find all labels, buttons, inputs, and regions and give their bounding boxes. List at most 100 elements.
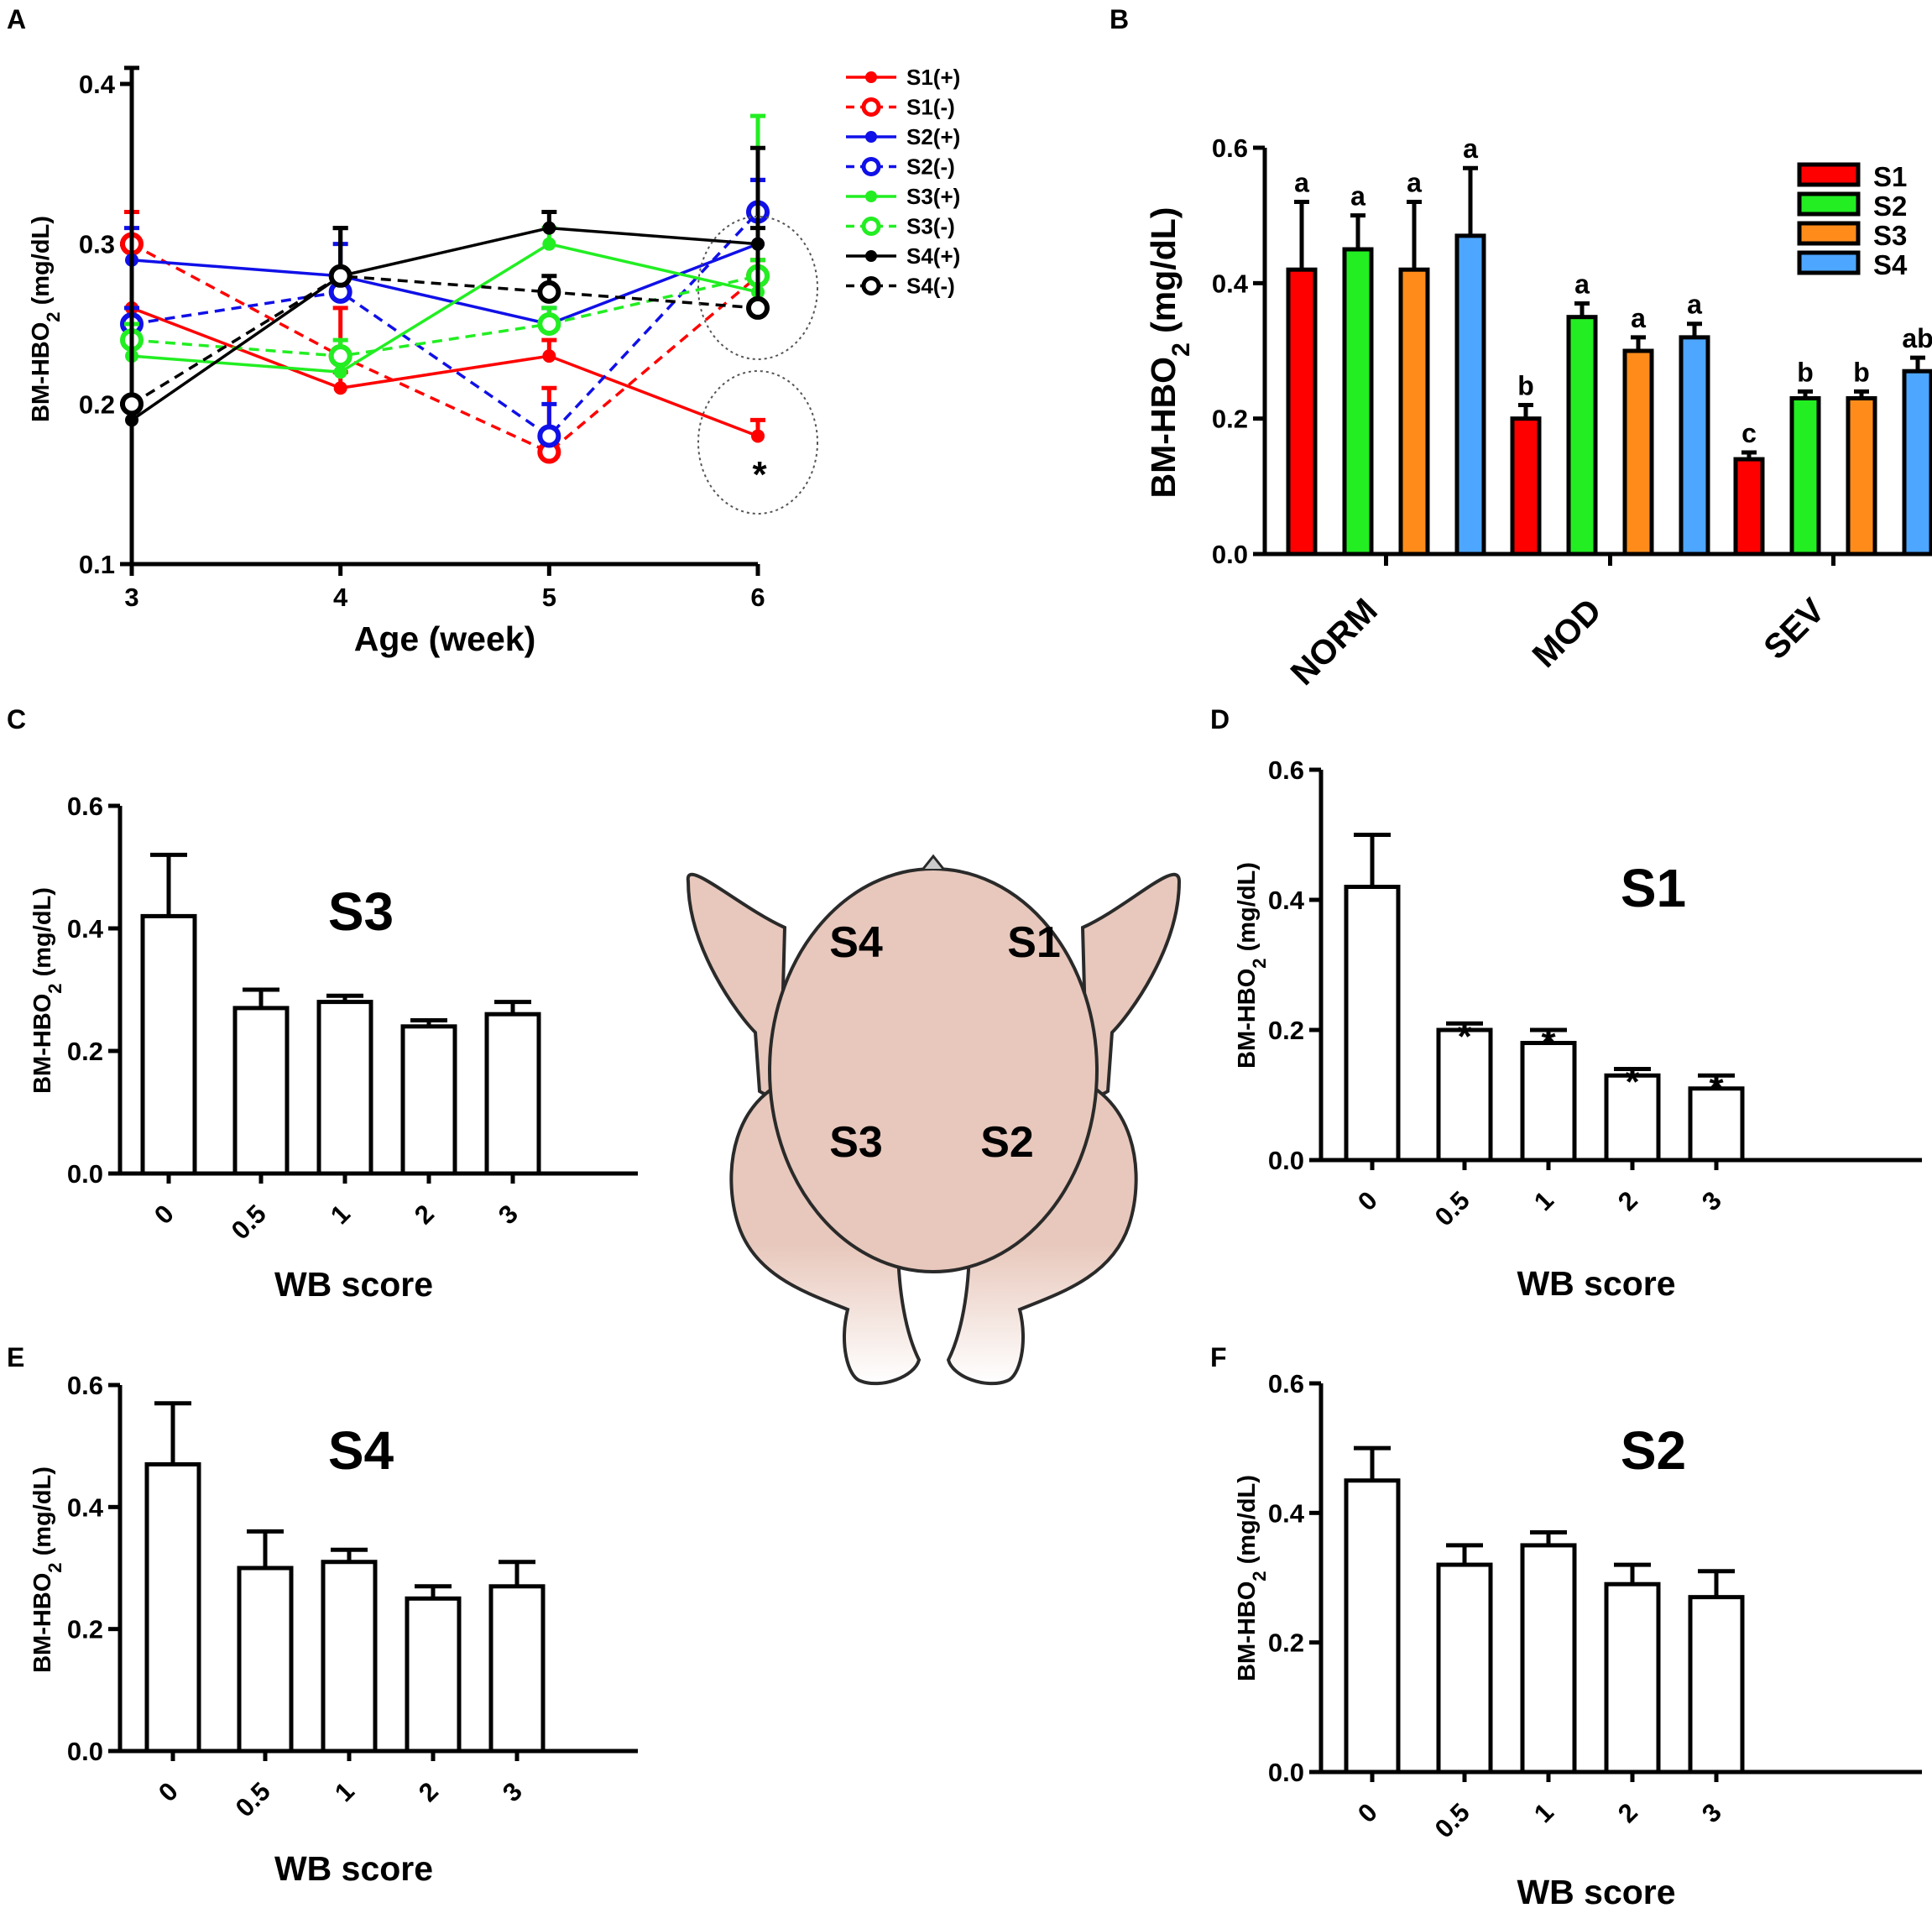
panel-d: D 0.0 0.2 0.4 0.6 BM-HBO2 (mg/dL) WB score S1 0 0… bbox=[1210, 704, 1922, 1303]
y-tick-label: 0.4 bbox=[67, 1492, 104, 1522]
data-point bbox=[751, 429, 765, 443]
legend-swatch bbox=[1797, 162, 1861, 187]
bar-S4-MOD bbox=[1679, 335, 1710, 557]
significance-star: * bbox=[752, 454, 767, 495]
y-axis-title: BM-HBO2 (mg/dL) bbox=[29, 887, 65, 1094]
legend-item: S2(-) bbox=[846, 154, 955, 180]
series-line bbox=[131, 242, 759, 374]
significance-letter: b bbox=[1853, 357, 1870, 387]
data-point bbox=[542, 221, 556, 235]
y-tick-label: 0.6 bbox=[67, 792, 103, 821]
legend-label: S2(+) bbox=[906, 124, 960, 149]
data-point bbox=[333, 381, 347, 395]
significance-star: * bbox=[1709, 1068, 1724, 1109]
panel-letter-d: D bbox=[1210, 704, 1230, 734]
series-S2(-) bbox=[120, 177, 770, 448]
x-tick-label: MOD bbox=[1525, 591, 1609, 675]
series-line bbox=[131, 306, 759, 438]
left-leg bbox=[729, 1072, 922, 1386]
y-tick-label: 0.6 bbox=[1212, 133, 1248, 163]
bar-2 bbox=[1604, 1581, 1661, 1775]
legend-marker bbox=[865, 250, 877, 262]
legend-label: S3(+) bbox=[906, 184, 960, 209]
data-point bbox=[542, 349, 556, 363]
legend-marker bbox=[865, 131, 877, 143]
series-S1(+) bbox=[124, 210, 765, 443]
bar-S1-NORM bbox=[1286, 267, 1318, 557]
data-point bbox=[333, 365, 347, 379]
x-axis-title: WB score bbox=[274, 1849, 433, 1888]
y-tick-label: 0.6 bbox=[67, 1371, 103, 1400]
bar-0 bbox=[144, 1461, 201, 1754]
bar-3 bbox=[1688, 1086, 1745, 1163]
significance-letter: a bbox=[1350, 181, 1365, 212]
bar-0 bbox=[140, 913, 197, 1176]
data-point bbox=[537, 312, 561, 336]
panel-letter-a: A bbox=[7, 4, 26, 34]
data-point bbox=[746, 295, 770, 320]
carcass-diagram bbox=[686, 854, 1182, 1386]
y-tick-label: 0.2 bbox=[1268, 1628, 1304, 1658]
data-point bbox=[537, 424, 561, 448]
x-axis-title: WB score bbox=[274, 1265, 433, 1304]
x-tick-label: 3 bbox=[493, 1199, 524, 1230]
series-line bbox=[131, 243, 760, 454]
y-tick-label: 0.0 bbox=[1268, 1758, 1304, 1787]
panel-letter-f: F bbox=[1210, 1342, 1227, 1372]
y-tick-label: 0.0 bbox=[67, 1737, 103, 1766]
legend-item: S2(+) bbox=[846, 124, 960, 149]
series-S4(-) bbox=[120, 65, 770, 416]
x-tick-label: 1 bbox=[329, 1776, 360, 1807]
series-line bbox=[131, 274, 759, 405]
series-line bbox=[131, 243, 759, 326]
panel-b: B0.00.20.40.6BM-HBO2 (mg/dL)NORM MOD SEVab… bbox=[1110, 4, 1932, 693]
y-axis-title: BM-HBO2 (mg/dL) bbox=[28, 216, 64, 422]
bar-S4-SEV bbox=[1902, 369, 1932, 557]
significance-letter: a bbox=[1294, 168, 1309, 198]
y-tick-label: 0.0 bbox=[67, 1159, 103, 1189]
x-tick-label: 6 bbox=[750, 583, 765, 612]
significance-letter: a bbox=[1631, 303, 1646, 333]
panel-a: A 0.1 0.2 0.3 0.4 3 4 5 6 Age (week) BM-HBO2 (mg/d… bbox=[7, 4, 960, 658]
legend-marker bbox=[861, 217, 881, 236]
legend-marker bbox=[865, 191, 877, 202]
panel-f: F 0.0 0.2 0.4 0.6 BM-HBO2 (mg/dL) WB score S2 0 0… bbox=[1210, 1342, 1922, 1908]
bar-S1-MOD bbox=[1510, 416, 1542, 557]
y-tick-label: 0.4 bbox=[1268, 1498, 1305, 1528]
significance-star: * bbox=[1625, 1062, 1640, 1103]
right-leg bbox=[946, 1072, 1138, 1386]
legend-marker bbox=[865, 71, 877, 83]
x-axis-title: WB score bbox=[1517, 1264, 1675, 1303]
data-point bbox=[328, 344, 352, 369]
significance-letter: b bbox=[1517, 371, 1534, 401]
y-tick-label: 0.4 bbox=[1268, 886, 1305, 915]
data-point bbox=[328, 264, 352, 288]
x-tick-label: 4 bbox=[333, 583, 348, 612]
x-tick-label: 0 bbox=[1352, 1185, 1383, 1216]
legend-label: S4 bbox=[1873, 249, 1908, 280]
y-axis-title: BM-HBO2 (mg/dL) bbox=[29, 1466, 65, 1673]
significance-letter: c bbox=[1741, 418, 1757, 448]
bar-S2-NORM bbox=[1342, 247, 1374, 557]
x-tick-label: 3 bbox=[1696, 1797, 1727, 1828]
x-tick-label: 5 bbox=[542, 583, 556, 612]
panel-letter-e: E bbox=[7, 1342, 24, 1372]
y-axis-title: BM-HBO2 (mg/dL) bbox=[1234, 1475, 1270, 1681]
significance-letter: b bbox=[1797, 357, 1814, 387]
site-map-label-s2: S2 bbox=[980, 1118, 1034, 1167]
bar-1 bbox=[321, 1560, 378, 1754]
legend-item: S1(-) bbox=[846, 95, 955, 120]
significance-letter: ab bbox=[1902, 323, 1932, 353]
y-tick-label: 0.4 bbox=[67, 914, 104, 944]
series-line bbox=[131, 211, 760, 438]
y-axis-title: BM-HBO2 (mg/dL) bbox=[1144, 207, 1195, 499]
site-label: S2 bbox=[1621, 1420, 1686, 1481]
series-line bbox=[131, 226, 759, 421]
bar-1 bbox=[1520, 1041, 1577, 1163]
bar-3 bbox=[484, 1012, 541, 1176]
legend-item: S3(+) bbox=[846, 184, 960, 209]
bar-0.5 bbox=[237, 1566, 294, 1754]
x-tick-label: NORM bbox=[1283, 591, 1385, 693]
series-S1(-) bbox=[120, 210, 770, 464]
